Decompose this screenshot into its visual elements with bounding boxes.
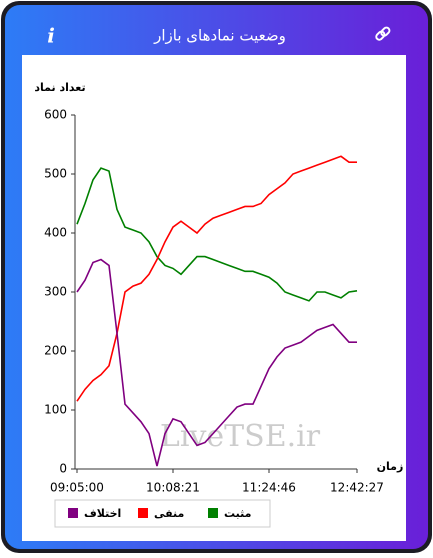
legend-swatch bbox=[68, 508, 78, 518]
card bbox=[22, 55, 406, 541]
info-icon[interactable]: i bbox=[47, 24, 55, 48]
series-line bbox=[76, 167, 358, 302]
legend-label: منفی bbox=[154, 507, 184, 520]
legend bbox=[54, 499, 271, 528]
y-tick-label: 400 bbox=[44, 226, 67, 240]
legend-swatch bbox=[208, 508, 218, 518]
series-line bbox=[76, 155, 357, 402]
y-axis-label: تعداد نماد bbox=[34, 81, 85, 94]
header-title: وضعیت نمادهای بازار bbox=[153, 27, 286, 45]
x-tick-label: 12:42:27 bbox=[330, 481, 384, 495]
watermark: LiveTSE.ir bbox=[160, 419, 321, 454]
y-tick-label: 0 bbox=[59, 462, 67, 476]
series-line bbox=[76, 258, 357, 467]
x-tick-label: 10:08:21 bbox=[146, 481, 200, 495]
link-icon[interactable] bbox=[375, 26, 391, 41]
x-axis-label: زمان bbox=[377, 460, 404, 473]
y-tick-label: 300 bbox=[44, 285, 67, 299]
legend-label: مثبت bbox=[224, 507, 251, 520]
y-tick-label: 600 bbox=[44, 108, 67, 122]
legend-label: اختلاف bbox=[84, 507, 121, 520]
y-tick-label: 500 bbox=[44, 167, 67, 181]
y-tick-label: 100 bbox=[44, 403, 67, 417]
legend-swatch bbox=[138, 508, 148, 518]
x-tick-label: 09:05:00 bbox=[50, 481, 104, 495]
x-tick-label: 11:24:46 bbox=[242, 481, 296, 495]
y-tick-label: 200 bbox=[44, 344, 67, 358]
